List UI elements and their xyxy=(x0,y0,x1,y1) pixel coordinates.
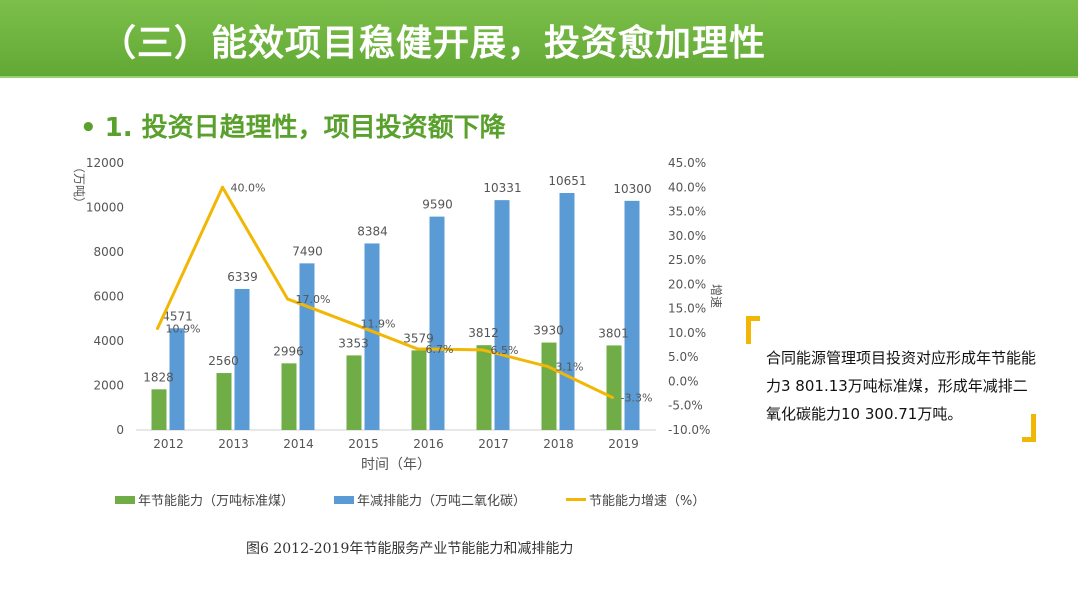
growth-point xyxy=(611,395,614,399)
bar-energy-saving xyxy=(281,363,297,430)
bar-emission-reduction xyxy=(624,200,640,430)
x-tick-label: 2018 xyxy=(543,437,574,451)
bar-energy-saving xyxy=(541,342,557,430)
y2-tick-label: 20.0% xyxy=(668,277,706,291)
bar-emission-reduction xyxy=(559,193,575,430)
line-label-growth: 10.9% xyxy=(166,323,201,336)
growth-point xyxy=(481,348,484,352)
bar-emission-reduction xyxy=(364,243,380,430)
bar-label-saving: 3930 xyxy=(533,324,564,338)
bar-energy-saving xyxy=(346,355,362,430)
bracket-close xyxy=(1022,414,1036,442)
section-subtitle: • 1. 投资日趋理性，项目投资额下降 xyxy=(80,107,506,144)
legend-item-emission: 年减排能力（万吨二氧化碳） xyxy=(334,490,526,509)
bar-label-emission: 7490 xyxy=(292,244,323,258)
y-axis-label: （万吨） xyxy=(72,161,86,209)
y-tick-label: 6000 xyxy=(93,290,124,304)
y-tick-label: 4000 xyxy=(93,334,124,348)
legend-item-growth: 节能能力增速（%） xyxy=(566,490,705,509)
figure-caption: 图6 2012-2019年节能服务产业节能能力和减排能力 xyxy=(246,541,574,557)
growth-point xyxy=(286,297,289,301)
x-tick-label: 2013 xyxy=(218,437,249,451)
bar-label-emission: 10331 xyxy=(483,181,521,195)
line-label-growth: 40.0% xyxy=(231,181,266,194)
bar-label-saving: 1828 xyxy=(143,370,174,384)
y-tick-label: 8000 xyxy=(93,245,124,259)
x-axis-label: 时间（年） xyxy=(361,457,431,473)
legend-label: 年减排能力（万吨二氧化碳） xyxy=(357,494,527,509)
bar-label-saving: 3353 xyxy=(338,336,369,350)
y-tick-label: 2000 xyxy=(93,379,124,393)
legend-label: 节能能力增速（%） xyxy=(589,494,706,509)
y2-tick-label: 15.0% xyxy=(668,302,706,316)
x-tick-label: 2014 xyxy=(283,437,314,451)
bar-label-emission: 10651 xyxy=(548,174,586,188)
x-tick-label: 2012 xyxy=(153,437,184,451)
growth-line xyxy=(156,185,614,399)
growth-point xyxy=(351,322,354,326)
slide-title: （三）能效项目稳健开展，投资愈加理性 xyxy=(100,23,767,64)
y-tick-label: 0 xyxy=(116,423,124,437)
legend-swatch xyxy=(334,495,355,504)
growth-point xyxy=(546,364,549,368)
y2-tick-label: -10.0% xyxy=(668,423,710,437)
bar-label-saving: 3812 xyxy=(468,326,499,340)
bar-energy-saving xyxy=(216,373,232,430)
bar-emission-reduction xyxy=(234,288,250,430)
line-label-growth: 17.0% xyxy=(296,293,331,306)
y2-tick-label: 25.0% xyxy=(668,253,706,267)
y-tick-label: 10000 xyxy=(86,201,124,215)
growth-point xyxy=(416,347,419,351)
bar-emission-reduction xyxy=(494,200,510,430)
subtitle-text: 1. 投资日趋理性，项目投资额下降 xyxy=(104,113,506,143)
y2-axis-label: 增速 xyxy=(709,284,723,308)
y2-tick-label: -5.0% xyxy=(668,399,703,413)
bullet: • xyxy=(80,113,97,143)
line-label-growth: -3.3% xyxy=(621,391,653,404)
bar-label-saving: 3579 xyxy=(403,331,434,345)
y2-tick-label: 30.0% xyxy=(668,229,706,243)
y-tick-label: 12000 xyxy=(86,156,124,170)
bar-emission-reduction xyxy=(429,216,445,430)
line-label-growth: 11.9% xyxy=(361,318,396,331)
bar-energy-saving xyxy=(151,389,167,430)
y2-tick-label: 40.0% xyxy=(668,180,706,194)
bar-energy-saving xyxy=(476,345,492,430)
bracket-open xyxy=(746,316,760,344)
growth-point xyxy=(221,185,224,189)
note-text: 合同能源管理项目投资对应形成年节能能力3 801.13万吨标准煤，形成年减排二氧… xyxy=(766,349,1037,423)
line-label-growth: 3.1% xyxy=(556,360,584,373)
bar-emission-reduction xyxy=(169,328,185,430)
line-label-growth: 6.5% xyxy=(491,344,519,357)
bar-label-saving: 2996 xyxy=(273,344,304,358)
bar-label-saving: 3801 xyxy=(598,326,629,340)
line-label-growth: 6.7% xyxy=(426,343,454,356)
growth-point xyxy=(156,327,159,331)
bar-label-emission: 6339 xyxy=(227,270,258,284)
y2-tick-label: 35.0% xyxy=(668,205,706,219)
legend: 年节能能力（万吨标准煤） 年减排能力（万吨二氧化碳） 节能能力增速（%） xyxy=(115,490,745,509)
header-bar: （三）能效项目稳健开展，投资愈加理性 xyxy=(0,0,1078,78)
bar-label-emission: 4571 xyxy=(162,309,193,323)
x-tick-label: 2016 xyxy=(413,437,444,451)
bar-label-emission: 10300 xyxy=(613,182,651,196)
x-tick-label: 2017 xyxy=(478,437,509,451)
y2-tick-label: 5.0% xyxy=(668,350,699,364)
legend-swatch xyxy=(115,495,135,504)
legend-label: 年节能能力（万吨标准煤） xyxy=(138,494,295,509)
y2-tick-label: 10.0% xyxy=(668,326,706,340)
y2-tick-label: 0.0% xyxy=(668,374,699,388)
x-tick-label: 2015 xyxy=(348,437,379,451)
y2-tick-label: 45.0% xyxy=(668,156,706,170)
legend-item-saving: 年节能能力（万吨标准煤） xyxy=(115,490,294,509)
x-tick-label: 2019 xyxy=(608,437,639,451)
bar-label-emission: 9590 xyxy=(422,198,453,212)
bar-label-emission: 8384 xyxy=(357,224,388,238)
bar-label-saving: 2560 xyxy=(208,354,239,368)
bar-energy-saving xyxy=(606,345,622,430)
bar-energy-saving xyxy=(411,350,427,430)
legend-swatch xyxy=(566,498,587,501)
